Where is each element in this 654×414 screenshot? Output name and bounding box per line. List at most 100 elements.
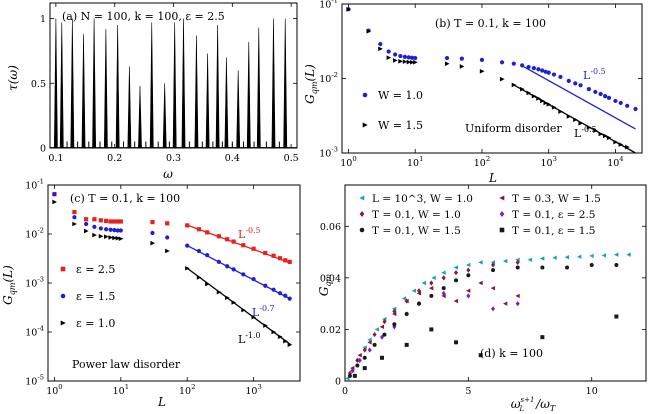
- panel-c-point: [287, 296, 292, 301]
- panel-b-point: [618, 142, 624, 147]
- panel-a-peak: [236, 70, 241, 149]
- panel-d-point: [431, 275, 436, 281]
- panel-d-legend-label: T = 0.1, W = 1.0: [372, 209, 461, 221]
- panel-a-peak: [246, 41, 251, 149]
- panel-d-ytick-label: 0: [335, 377, 341, 388]
- panel-d-point: [441, 286, 446, 291]
- panel-d-point: [441, 290, 446, 296]
- panel-c-point: [112, 219, 117, 224]
- panel-b-point: [511, 82, 517, 88]
- panel-d-point: [391, 306, 397, 311]
- panel-b-point: [402, 54, 407, 59]
- panel-c-point: [92, 217, 97, 222]
- panel-c-point: [84, 221, 89, 227]
- panel-c-point: [205, 253, 210, 258]
- panel-b-point: [378, 46, 383, 52]
- panel-c-point: [103, 234, 109, 240]
- panel-b-point: [586, 87, 591, 92]
- panel-b-point: [346, 6, 351, 12]
- panel-d-point: [454, 340, 459, 345]
- panel-d-point: [372, 342, 377, 347]
- panel-c-point: [216, 259, 221, 264]
- panel-c-point: [277, 334, 283, 340]
- panel-d-point: [491, 268, 496, 273]
- panel-b-point: [540, 68, 545, 73]
- panel-c-xtick-label: 102: [179, 383, 195, 397]
- panel-b-point: [546, 102, 552, 107]
- panel-d-xlabel: ωs+1 L/ωT: [511, 396, 556, 413]
- panel-d-legend-marker: [359, 227, 365, 233]
- panel-d-point: [411, 288, 417, 293]
- panel-c-point: [241, 243, 246, 248]
- panel-d-point: [491, 262, 496, 268]
- panel-d-point: [372, 331, 377, 338]
- panel-b-point: [566, 114, 572, 119]
- panel-a-peak: [92, 18, 97, 149]
- panel-b-point: [398, 59, 403, 64]
- panel-d-point: [382, 319, 387, 325]
- panel-b-point: [444, 61, 450, 67]
- panel-c-point: [277, 256, 283, 261]
- panel-b-point: [551, 105, 557, 110]
- panel-a-peak: [103, 28, 108, 149]
- panel-c-point: [196, 275, 202, 280]
- panel-d-xtick-label: 5: [465, 386, 471, 397]
- panel-d-point: [374, 327, 380, 332]
- panel-c-point: [225, 237, 230, 242]
- panel-d-point: [350, 368, 355, 374]
- panel-c-point: [165, 235, 170, 240]
- panel-b-point: [366, 28, 372, 34]
- panel-b-point: [546, 70, 551, 75]
- panel-c-point: [271, 253, 276, 258]
- panel-b-point: [531, 65, 536, 71]
- panel-a-peak: [70, 18, 75, 149]
- panel-c-point: [98, 218, 103, 223]
- panel-d-point: [429, 280, 434, 286]
- panel-b-legend-label: W = 1.0: [378, 89, 423, 102]
- panel-c-point: [108, 235, 114, 240]
- panel-c-point: [115, 219, 120, 224]
- panel-d-point: [367, 340, 372, 345]
- panel-c-point: [271, 287, 276, 292]
- panel-c-point: [84, 228, 89, 234]
- panel-d-point: [441, 270, 446, 275]
- panel-c-ytick-label: 10-5: [25, 374, 44, 388]
- panel-c-point: [185, 243, 190, 248]
- panel-c-ytick-label: 10-1: [25, 178, 44, 192]
- panel-a-peak: [215, 25, 220, 149]
- panel-d-point: [540, 265, 545, 270]
- panel-b-point: [526, 64, 531, 70]
- panel-c-point: [196, 227, 201, 232]
- panel-d-point: [382, 316, 387, 322]
- panel-c-xtick-label: 103: [245, 383, 261, 397]
- panel-b-ytick-label: 10-2: [319, 71, 338, 85]
- panel-d-point: [490, 260, 496, 265]
- panel-d-point: [347, 370, 352, 376]
- panel-c-xtick-label: 101: [113, 383, 129, 397]
- panel-b: 100 101 102 103 104 10-3 10-2 10-1 L-0.5 L-0.5 (b…: [303, 0, 643, 185]
- panel-b-point: [406, 55, 411, 60]
- panel-d-point: [539, 256, 545, 261]
- panel-c-point: [283, 338, 288, 344]
- panel-b-point: [479, 68, 485, 74]
- panel-d-point: [357, 357, 362, 363]
- panel-b-xtick-label: 103: [540, 155, 556, 169]
- panel-d-point: [416, 291, 422, 296]
- panel-d-legend-label: L = 10^3, W = 1.0: [372, 193, 473, 205]
- panel-b-ylabel: Gqm(L): [303, 64, 319, 104]
- panel-b-point: [479, 57, 485, 62]
- panel-c-point: [92, 224, 97, 229]
- panel-b-point: [459, 56, 464, 61]
- panel-c-point: [185, 265, 190, 271]
- panel-d-point: [502, 258, 508, 264]
- panel-d-point: [362, 345, 367, 350]
- panel-a-peak: [138, 85, 142, 149]
- panel-c-point: [283, 293, 288, 298]
- panel-d-point: [601, 253, 607, 258]
- panel-c-ylabel: Gqm(L): [1, 265, 17, 305]
- panel-d-point: [362, 355, 367, 360]
- panel-b-point: [558, 109, 563, 114]
- panel-b-point: [573, 117, 578, 122]
- panel-a-peak: [271, 18, 276, 149]
